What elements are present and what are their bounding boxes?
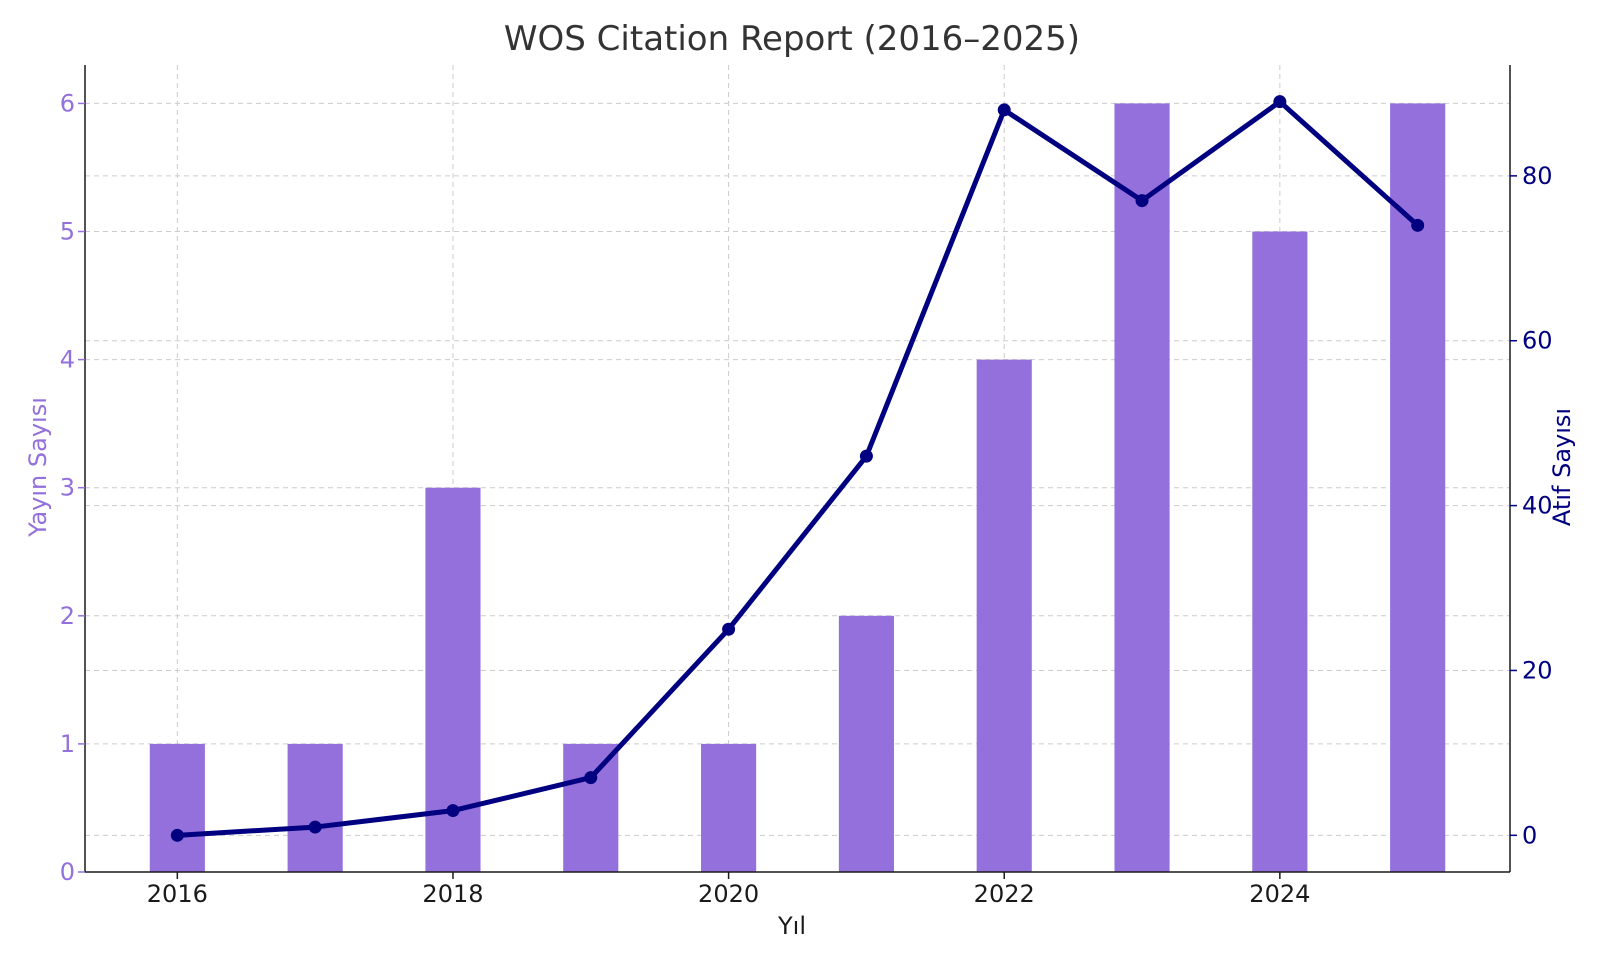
citation-point-2017 (308, 820, 322, 834)
x-tick-label: 2024 (1249, 880, 1310, 908)
y-right-tick-label: 60 (1522, 327, 1553, 355)
y-left-tick-label: 4 (60, 346, 75, 374)
citation-point-2023 (1135, 194, 1149, 208)
bar-2021 (838, 615, 894, 872)
x-tick-label: 2020 (698, 880, 759, 908)
bar-2023 (1114, 103, 1170, 872)
x-tick-label: 2016 (147, 880, 208, 908)
y-left-tick-label: 1 (60, 730, 75, 758)
citation-point-2018 (446, 804, 460, 818)
citation-point-2022 (997, 103, 1011, 117)
bar-2016 (149, 743, 205, 872)
y-right-tick-label: 20 (1522, 656, 1553, 684)
y-left-tick-label: 5 (60, 218, 75, 246)
citation-point-2016 (170, 828, 184, 842)
citation-point-2020 (722, 622, 736, 636)
bar-2020 (701, 743, 757, 872)
y-axis-right-label: Atıf Sayısı (1548, 408, 1576, 526)
citation-point-2024 (1273, 95, 1287, 109)
bar-2022 (976, 359, 1032, 873)
bar-2017 (287, 743, 343, 872)
y-left-tick-label: 0 (60, 858, 75, 886)
y-left-tick-label: 2 (60, 602, 75, 630)
citation-point-2025 (1411, 218, 1425, 232)
citation-line (174, 99, 1421, 838)
x-axis-label: Yıl (777, 912, 806, 940)
y-left-tick-label: 3 (60, 474, 75, 502)
y-right-tick-label: 0 (1522, 821, 1537, 849)
bar-2024 (1252, 231, 1308, 872)
citation-point-2019 (584, 771, 598, 785)
x-tick-label: 2022 (974, 880, 1035, 908)
x-tick-label: 2018 (422, 880, 483, 908)
bar-series (149, 103, 1446, 873)
y-axis-left-label: Yayın Sayısı (24, 397, 52, 538)
y-left-tick-label: 6 (60, 89, 75, 117)
y-right-tick-label: 80 (1522, 162, 1553, 190)
citation-point-2021 (859, 449, 873, 463)
line-series (170, 95, 1425, 842)
bar-2019 (563, 743, 619, 872)
y-right-tick-label: 40 (1522, 492, 1553, 520)
bar-2025 (1390, 103, 1446, 872)
chart-title: WOS Citation Report (2016–2025) (504, 19, 1080, 59)
